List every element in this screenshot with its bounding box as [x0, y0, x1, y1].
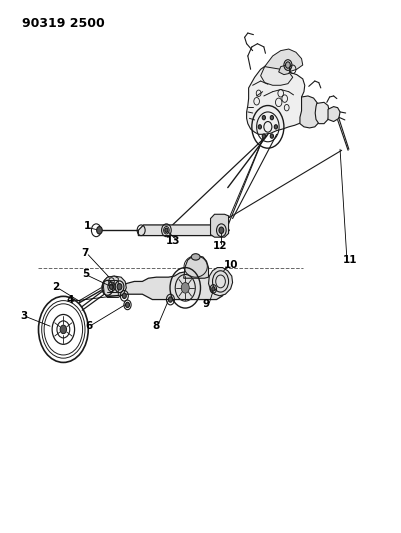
- Text: 7: 7: [81, 248, 89, 258]
- Circle shape: [270, 116, 273, 120]
- Circle shape: [262, 134, 265, 138]
- Circle shape: [270, 134, 273, 138]
- Circle shape: [122, 293, 126, 298]
- Ellipse shape: [191, 254, 200, 260]
- Polygon shape: [102, 276, 126, 297]
- Polygon shape: [103, 276, 118, 296]
- Polygon shape: [261, 67, 293, 85]
- Text: 6: 6: [85, 321, 93, 331]
- Text: 4: 4: [67, 295, 74, 304]
- Circle shape: [109, 284, 113, 289]
- Polygon shape: [328, 107, 340, 122]
- Text: 9: 9: [203, 299, 210, 309]
- Text: 2: 2: [53, 282, 60, 292]
- Polygon shape: [279, 65, 291, 75]
- Circle shape: [212, 287, 215, 291]
- Polygon shape: [211, 214, 229, 237]
- Text: 1: 1: [84, 221, 91, 231]
- Text: 10: 10: [223, 261, 238, 270]
- Polygon shape: [247, 65, 311, 134]
- Circle shape: [274, 125, 277, 129]
- Text: 8: 8: [152, 321, 159, 330]
- Polygon shape: [209, 268, 233, 296]
- Circle shape: [262, 116, 265, 120]
- Polygon shape: [315, 102, 330, 124]
- Polygon shape: [138, 225, 229, 236]
- Text: 5: 5: [83, 270, 90, 279]
- Circle shape: [97, 227, 102, 234]
- Polygon shape: [122, 272, 225, 300]
- Text: 13: 13: [166, 236, 180, 246]
- Text: 3: 3: [20, 311, 28, 320]
- Circle shape: [181, 282, 189, 293]
- Polygon shape: [184, 256, 209, 278]
- Circle shape: [165, 228, 168, 232]
- Circle shape: [219, 227, 224, 233]
- Text: 90319 2500: 90319 2500: [22, 17, 105, 30]
- Text: 12: 12: [213, 241, 227, 251]
- Circle shape: [60, 325, 67, 334]
- Text: 11: 11: [342, 255, 357, 265]
- Circle shape: [126, 302, 130, 308]
- Circle shape: [286, 62, 290, 68]
- Circle shape: [258, 125, 261, 129]
- Polygon shape: [265, 49, 303, 72]
- Circle shape: [117, 284, 122, 290]
- Circle shape: [168, 297, 172, 302]
- Polygon shape: [300, 96, 321, 128]
